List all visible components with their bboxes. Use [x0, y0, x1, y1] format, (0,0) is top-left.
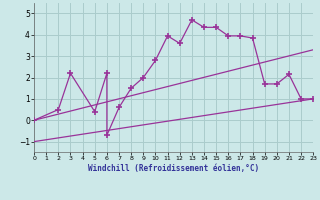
X-axis label: Windchill (Refroidissement éolien,°C): Windchill (Refroidissement éolien,°C) — [88, 164, 259, 173]
